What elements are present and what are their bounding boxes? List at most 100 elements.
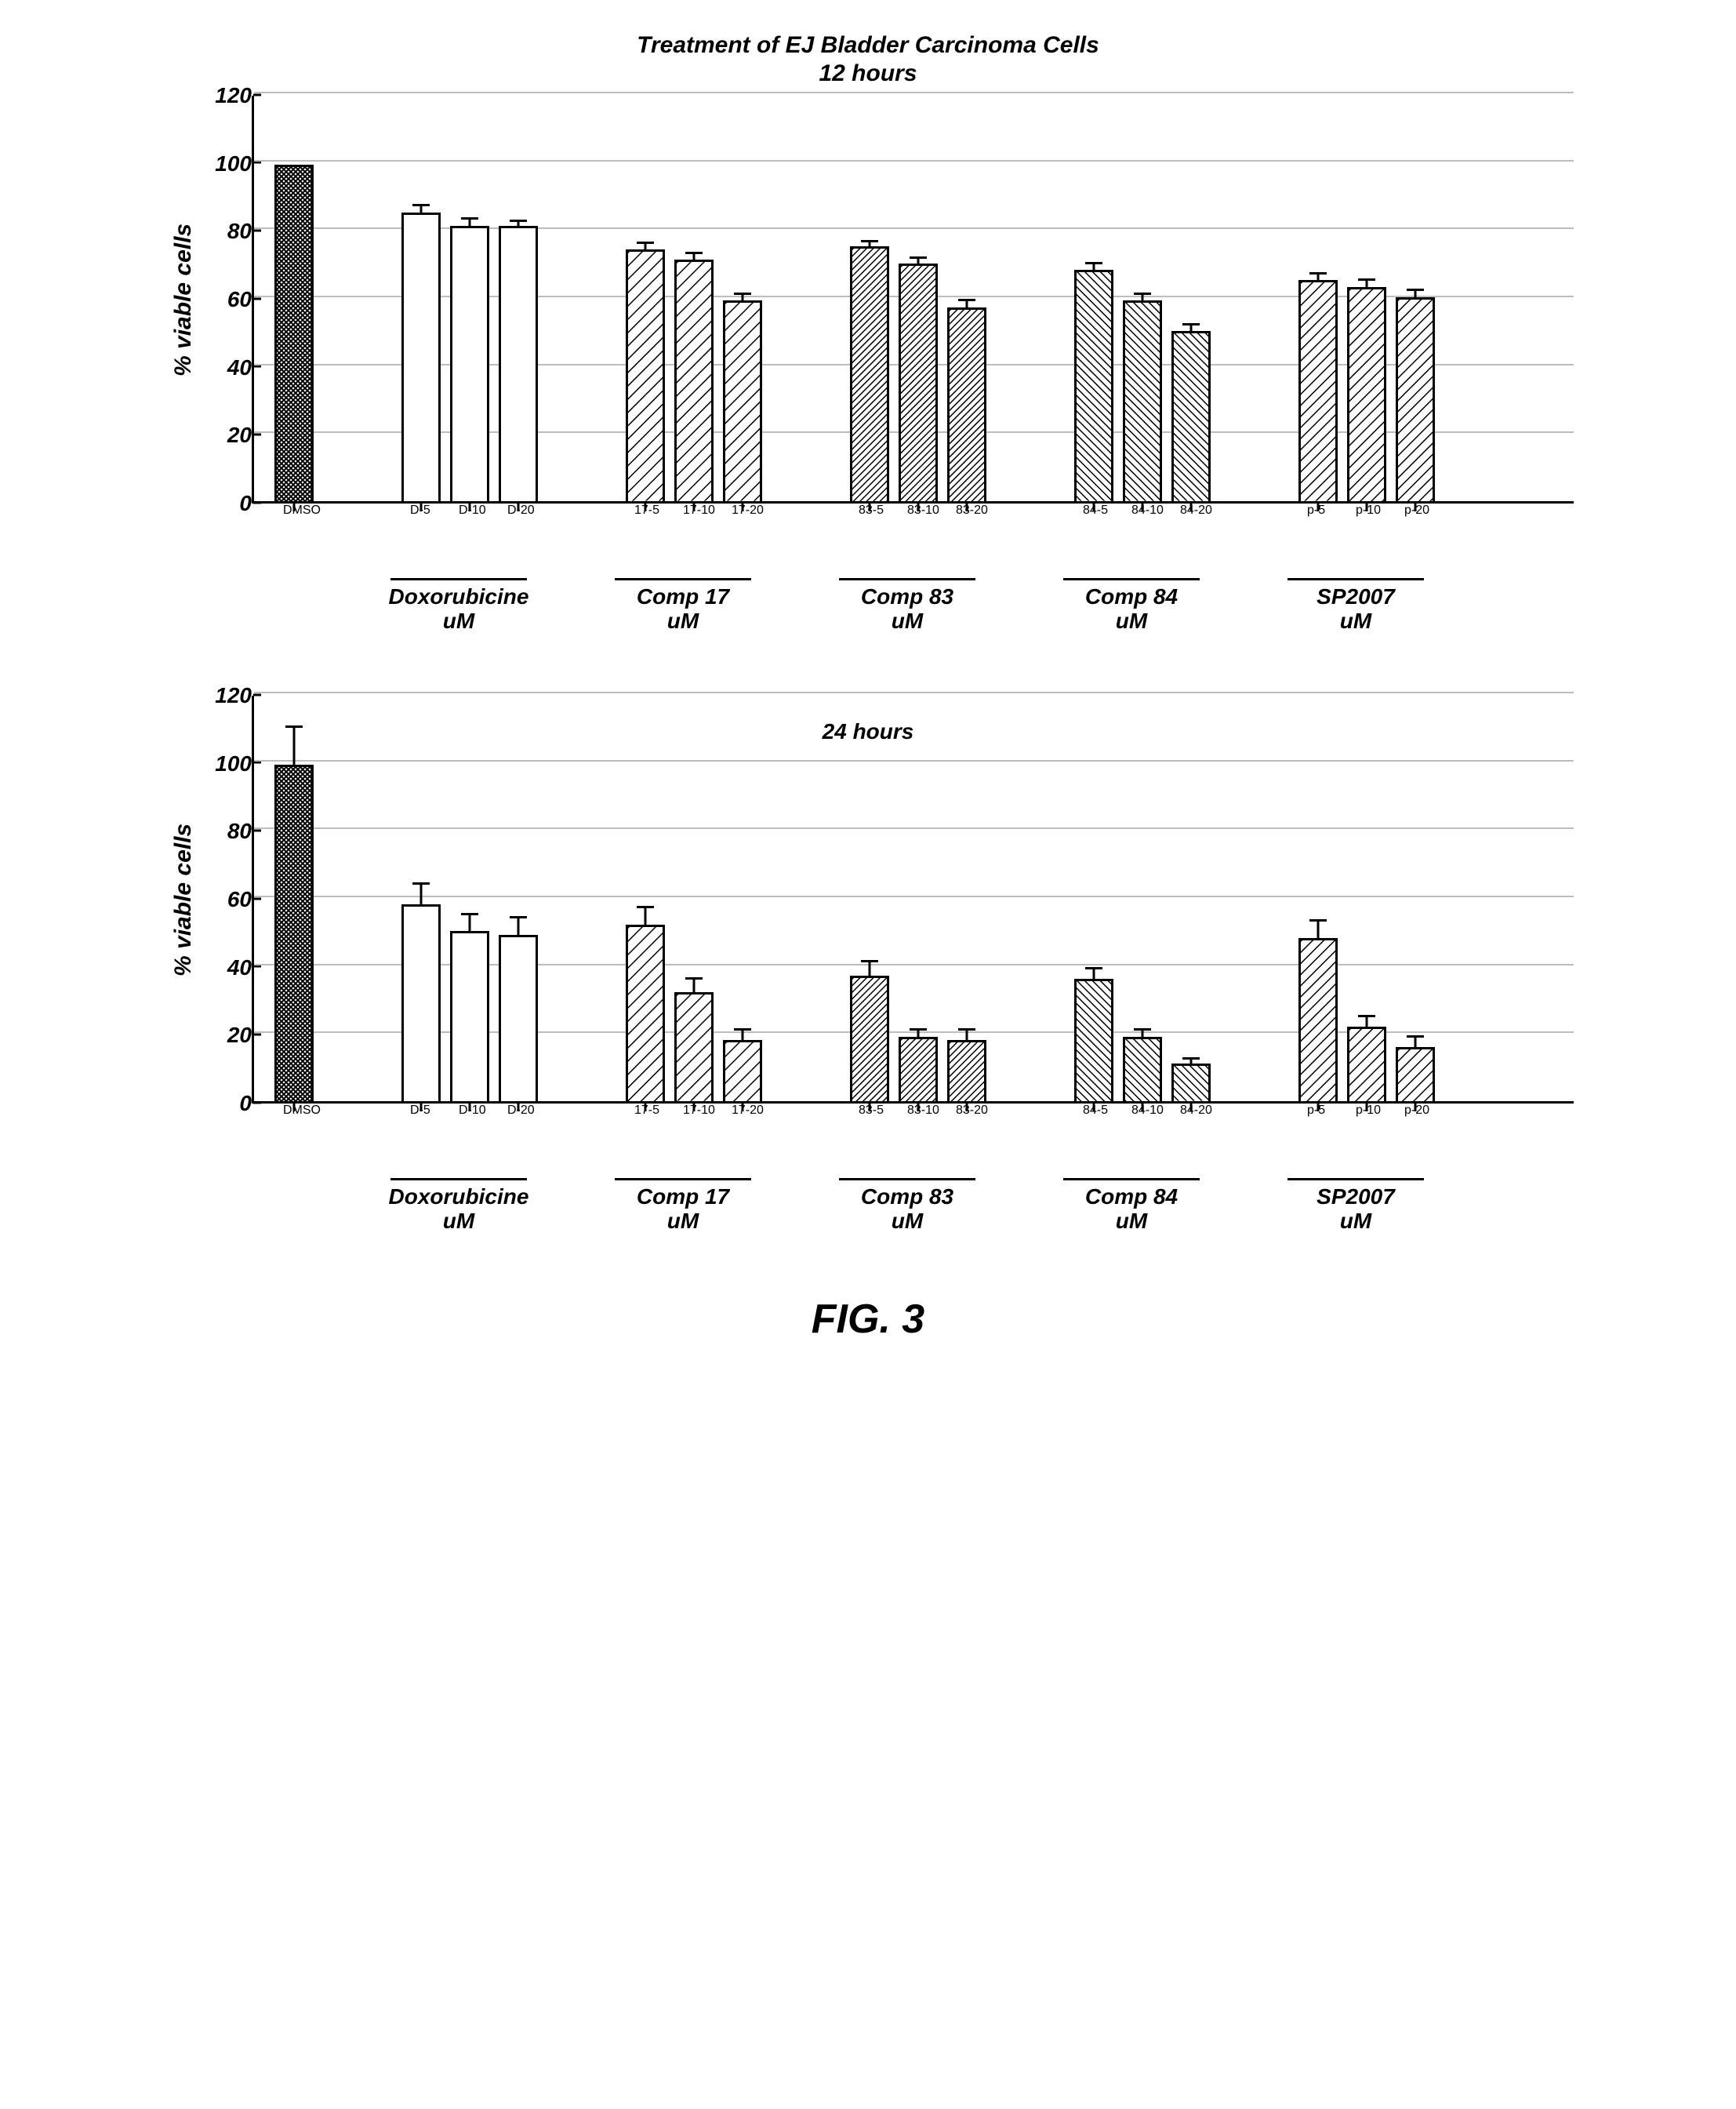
group-label: SP2007uM: [1280, 1178, 1432, 1234]
group-line: [615, 578, 751, 580]
error-bar: [1317, 921, 1320, 938]
group-label-text: DoxorubicineuM: [383, 585, 535, 634]
x-tick-label: DMSO: [283, 1104, 321, 1118]
group-labels: DoxorubicineuM Comp 17uM Comp 83uM Comp …: [243, 1178, 1574, 1249]
error-cap: [1358, 1015, 1375, 1017]
error-cap: [734, 1028, 751, 1031]
bar-rect: [450, 931, 489, 1101]
x-tick-label: 17-5: [634, 1104, 659, 1118]
group-label-text: SP2007uM: [1280, 1185, 1432, 1234]
error-cap: [685, 977, 703, 980]
bar: [1347, 287, 1386, 501]
bar-fill: [404, 215, 438, 501]
bar-fill: [404, 907, 438, 1101]
bar: [450, 226, 489, 501]
x-tick-label: 83-5: [859, 1104, 884, 1118]
bar-fill: [901, 266, 935, 501]
error-bar: [1415, 1037, 1417, 1047]
group-label-text: Comp 84uM: [1055, 585, 1208, 634]
bar: [1396, 297, 1435, 501]
bar-fill: [852, 978, 887, 1101]
title-line-1: Treatment of EJ Bladder Carcinoma Cells: [637, 32, 1099, 58]
bar-fill: [1125, 1039, 1160, 1101]
error-cap: [637, 906, 654, 908]
chart-panel: 24 hours% viable cells120100806040200DMS…: [162, 696, 1574, 1249]
error-bar: [1142, 1030, 1144, 1037]
error-bar: [518, 918, 520, 935]
bar-fill: [452, 933, 487, 1101]
group-line: [390, 578, 527, 580]
group-line: [1287, 578, 1424, 580]
x-tick-label: D-20: [507, 1104, 535, 1118]
group-line: [1063, 578, 1200, 580]
error-cap: [461, 217, 478, 220]
error-cap: [510, 916, 527, 918]
error-cap: [1407, 289, 1424, 291]
error-cap: [958, 1028, 975, 1031]
bars-container: [254, 96, 1574, 501]
error-cap: [734, 293, 751, 295]
bar-rect: [674, 260, 714, 501]
error-cap: [958, 299, 975, 301]
bar-rect: [899, 1037, 938, 1101]
bar-rect: [450, 226, 489, 501]
bar-fill: [677, 995, 711, 1101]
error-cap: [1358, 278, 1375, 281]
bar-fill: [1077, 981, 1111, 1101]
error-bar: [645, 243, 647, 250]
error-bar: [966, 1030, 968, 1040]
y-axis: 120100806040200: [205, 696, 252, 1104]
error-bar: [869, 962, 871, 975]
panel-subtitle: 24 hours: [823, 719, 914, 744]
bar: [723, 1040, 762, 1101]
group-label-text: Comp 83uM: [831, 1185, 983, 1234]
error-bar: [420, 884, 423, 904]
bar-rect: [274, 765, 314, 1101]
x-axis-labels: DMSOD-5D-10D-2017-517-1017-2083-583-1083…: [243, 504, 1574, 578]
x-tick-label: 84-5: [1083, 1104, 1108, 1118]
x-tick-label: 83-20: [956, 504, 988, 518]
bar-rect: [1298, 280, 1338, 501]
figure-caption: FIG. 3: [162, 1296, 1574, 1343]
bar-fill: [950, 1042, 984, 1101]
error-cap: [1085, 967, 1102, 969]
x-tick-label: 84-5: [1083, 504, 1108, 518]
error-cap: [285, 725, 303, 728]
error-bar: [917, 1030, 920, 1037]
error-bar: [1415, 290, 1417, 297]
error-bar: [966, 300, 968, 307]
bar-rect: [1298, 938, 1338, 1101]
bar: [499, 935, 538, 1101]
bar: [1074, 979, 1113, 1101]
error-cap: [1134, 293, 1151, 295]
error-bar: [469, 915, 471, 932]
error-cap: [1309, 919, 1327, 922]
bar: [1298, 938, 1338, 1101]
bar-fill: [1349, 1029, 1384, 1101]
bar-fill: [950, 310, 984, 501]
x-tick-label: 84-10: [1131, 1104, 1164, 1118]
error-bar: [1190, 325, 1193, 332]
error-bar: [1093, 969, 1095, 979]
error-cap: [685, 252, 703, 254]
bar: [674, 992, 714, 1101]
bar-rect: [1074, 979, 1113, 1101]
group-label: Comp 84uM: [1055, 578, 1208, 634]
bar-rect: [723, 1040, 762, 1101]
x-tick-label: p-5: [1307, 504, 1325, 518]
x-tick-label: 83-5: [859, 504, 884, 518]
bar: [1298, 280, 1338, 501]
x-tick-label: p-20: [1404, 504, 1429, 518]
error-bar: [1317, 274, 1320, 281]
y-axis-label: % viable cells: [162, 96, 205, 504]
bar-rect: [723, 300, 762, 501]
x-tick-label: 17-5: [634, 504, 659, 518]
group-line: [615, 1178, 751, 1180]
error-bar: [1142, 294, 1144, 301]
error-cap: [861, 960, 878, 962]
group-label: Comp 17uM: [607, 578, 759, 634]
group-labels: DoxorubicineuM Comp 17uM Comp 83uM Comp …: [243, 578, 1574, 649]
bar-fill: [501, 937, 536, 1101]
bar-fill: [1398, 300, 1433, 501]
bar-rect: [674, 992, 714, 1101]
